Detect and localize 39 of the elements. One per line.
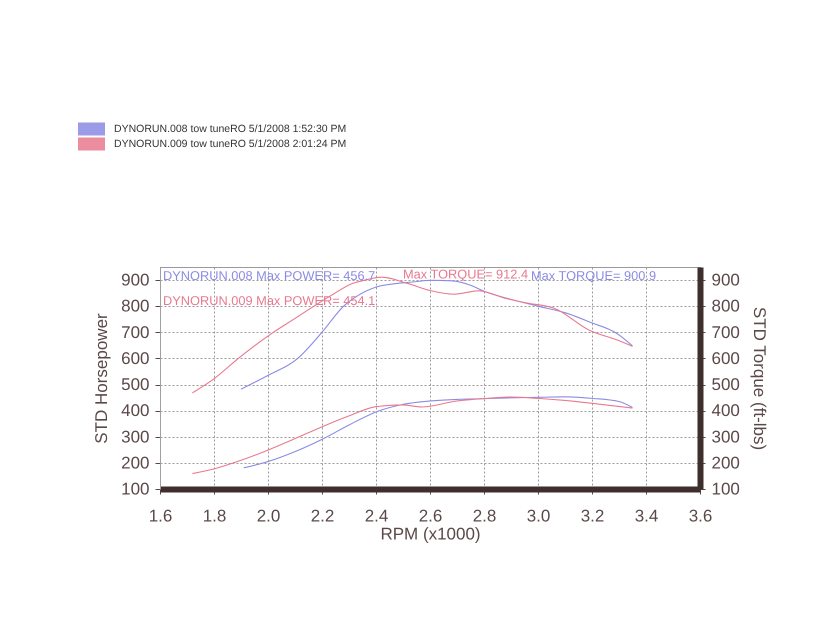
y2-tick-label: 900: [712, 270, 740, 290]
line-series: [192, 396, 634, 474]
y-tick-label: 800: [121, 296, 150, 316]
x-axis-title: RPM (x1000): [380, 524, 481, 544]
x-tick-label: 3.6: [688, 506, 712, 526]
x-tick-label: 2.8: [472, 506, 496, 526]
y-axis-title: STD Horsepower: [92, 312, 112, 444]
y2-tick-label: 800: [712, 296, 740, 316]
annotation: Max TORQUE= 912.4: [403, 266, 528, 282]
x-tick-label: 1.6: [148, 506, 172, 526]
x-tick-label: 3.4: [634, 506, 658, 526]
y-tick-label: 300: [121, 427, 150, 446]
x-tick-label: 3.2: [580, 506, 604, 526]
x-tick-label: 2.4: [364, 506, 388, 526]
y2-tick-label: 600: [712, 348, 740, 368]
y-tick-label: 900: [121, 270, 150, 290]
y2-tick-label: 100: [712, 480, 740, 498]
y2-tick-label: 300: [712, 427, 740, 446]
x-tick-label: 3.0: [526, 506, 550, 526]
y-tick-label: 400: [121, 401, 150, 420]
x-tick-label: 2.2: [310, 506, 334, 526]
y-tick-label: 600: [121, 348, 150, 368]
y-tick-label: 700: [121, 322, 150, 342]
annotation: DYNORUN.008 Max POWER= 456.7: [163, 268, 376, 283]
x-tick-label: 1.8: [202, 506, 226, 526]
line-series: [243, 396, 634, 468]
x-tick-label: 2.0: [256, 506, 280, 526]
x-tick-label: 2.6: [418, 506, 442, 526]
y-tick-label: 200: [121, 453, 150, 472]
annotation: Max TORQUE= 900.9: [531, 268, 656, 283]
y-tick-label: 500: [121, 375, 150, 394]
y-tick-label: 100: [121, 480, 150, 498]
y2-tick-label: 500: [712, 375, 740, 394]
legend-label: DYNORUN.008 tow tuneRO 5/1/2008 1:52:30 PM: [114, 123, 346, 135]
y2-axis-title: STD Torque (ft-lbs): [750, 306, 769, 450]
y2-tick-label: 200: [712, 453, 740, 472]
legend-label: DYNORUN.009 tow tuneRO 5/1/2008 2:01:24 PM: [114, 138, 346, 150]
y2-tick-label: 400: [712, 401, 740, 420]
y2-tick-label: 700: [712, 322, 740, 342]
